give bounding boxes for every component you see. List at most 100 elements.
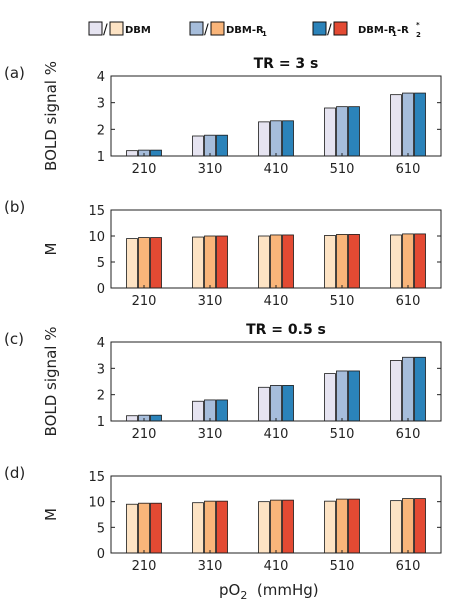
bar-410-series-2	[270, 499, 282, 554]
x-axis-label: pO2 (mmHg)	[219, 581, 319, 602]
plot-frame	[110, 475, 442, 554]
bar-510-series-1	[324, 373, 336, 422]
y-tick-label: 2	[97, 123, 105, 138]
plot-frame	[110, 75, 442, 157]
legend-label-dbm-r1: DBM-R	[226, 25, 264, 36]
x-tick-label: 510	[330, 162, 355, 177]
y-axis-label: M	[42, 508, 60, 521]
legend-slash: /	[103, 22, 108, 38]
panel-label: (c)	[4, 330, 24, 348]
bar-310-series-3	[216, 500, 228, 554]
bar-510-series-1	[324, 500, 336, 554]
panel-label: (d)	[4, 464, 25, 482]
legend-swatch-dbm-m	[109, 21, 124, 36]
y-tick-label: 4	[97, 336, 105, 351]
y-tick-label: 15	[88, 470, 105, 485]
legend-label-dbm-r1-r2-subscript-1: 1	[392, 30, 397, 38]
y-tick-label: 1	[97, 150, 105, 165]
x-tick-label: 310	[198, 162, 223, 177]
chart-panel-c: 210 310 410 510 610 1 2 3 4 BOLD signal % (c) TR = …	[4, 322, 442, 442]
legend-label-dbm-r1-r2-subscript-2: 2	[416, 31, 421, 39]
bar-610-series-1	[390, 94, 402, 157]
bar-510-series-2	[336, 106, 348, 157]
bar-210-series-1	[126, 503, 138, 554]
legend: / DBM / DBM-R 1 / DBM-R 1 -R * 2	[88, 21, 421, 39]
x-tick-label: 610	[396, 559, 421, 574]
legend-swatch-dbm-r1-bold	[189, 21, 204, 36]
bar-410-series-2	[270, 234, 282, 289]
bar-310-series-1	[192, 400, 204, 422]
plot-frame	[110, 209, 442, 289]
bar-210-series-1	[126, 415, 138, 422]
panel-title: TR = 0.5 s	[246, 322, 326, 338]
bar-310-series-3	[216, 134, 228, 157]
y-tick-label: 10	[88, 230, 105, 245]
bar-610-series-2	[402, 498, 414, 554]
x-tick-label: 410	[264, 294, 289, 309]
y-axis-label: BOLD signal %	[42, 327, 60, 437]
legend-label-dbm-r1-r2-tail: -R	[397, 25, 409, 36]
bar-410-series-2	[270, 120, 282, 157]
y-tick-label: 4	[97, 70, 105, 85]
x-tick-label: 510	[330, 559, 355, 574]
x-tick-label: 310	[198, 559, 223, 574]
x-tick-label: 510	[330, 427, 355, 442]
plot-frame	[110, 341, 442, 422]
bar-210-series-3	[150, 237, 162, 289]
y-tick-label: 2	[97, 389, 105, 404]
bar-510-series-2	[336, 498, 348, 554]
bar-510-series-1	[324, 107, 336, 157]
legend-slash: /	[327, 22, 332, 38]
bar-610-series-3	[414, 356, 426, 422]
legend-swatch-dbm-bold	[88, 21, 103, 36]
bar-410-series-1	[258, 386, 270, 422]
y-tick-label: 0	[97, 547, 105, 562]
bar-410-series-3	[282, 120, 294, 157]
bar-210-series-3	[150, 149, 162, 157]
bar-510-series-3	[348, 370, 360, 422]
x-tick-label: 510	[330, 294, 355, 309]
bar-310-series-3	[216, 399, 228, 422]
bar-210-series-1	[126, 238, 138, 289]
bar-510-series-2	[336, 234, 348, 289]
bar-310-series-1	[192, 236, 204, 289]
legend-label-dbm: DBM	[125, 25, 151, 36]
panel-label: (b)	[4, 198, 25, 216]
x-tick-label: 410	[264, 162, 289, 177]
legend-label-dbm-r1-r2-superscript: *	[416, 21, 420, 29]
legend-swatch-dbm-r1-r2-m	[333, 21, 348, 36]
y-tick-label: 3	[97, 362, 105, 377]
bar-610-series-3	[414, 233, 426, 289]
bar-310-series-1	[192, 502, 204, 554]
bar-210-series-2	[138, 502, 150, 554]
bar-510-series-2	[336, 370, 348, 422]
legend-label-dbm-r1-r2: DBM-R	[358, 25, 396, 36]
bar-210-series-2	[138, 237, 150, 289]
bar-610-series-2	[402, 92, 414, 157]
y-tick-label: 3	[97, 97, 105, 112]
bar-410-series-3	[282, 385, 294, 422]
panel-title: TR = 3 s	[254, 56, 319, 72]
y-tick-label: 15	[88, 204, 105, 219]
bar-610-series-2	[402, 356, 414, 422]
x-tick-label: 310	[198, 427, 223, 442]
y-tick-label: 5	[97, 521, 105, 536]
bar-410-series-3	[282, 234, 294, 289]
x-tick-label: 310	[198, 294, 223, 309]
x-tick-label: 210	[132, 162, 157, 177]
bar-610-series-3	[414, 498, 426, 554]
x-tick-label: 610	[396, 294, 421, 309]
panel-label: (a)	[4, 64, 25, 82]
bar-210-series-3	[150, 502, 162, 554]
legend-swatch-dbm-r1-r2-bold	[312, 21, 327, 36]
bar-410-series-3	[282, 499, 294, 554]
chart-panel-a: 210 310 410 510 610 1 2 3 4 BOLD signal % (a) TR = …	[4, 56, 442, 177]
y-axis-label: M	[42, 243, 60, 256]
x-axis-label-subscript: 2	[240, 589, 247, 602]
legend-label-dbm-r1-subscript: 1	[262, 30, 267, 38]
y-tick-label: 10	[88, 496, 105, 511]
bar-510-series-3	[348, 498, 360, 554]
bar-410-series-1	[258, 235, 270, 289]
